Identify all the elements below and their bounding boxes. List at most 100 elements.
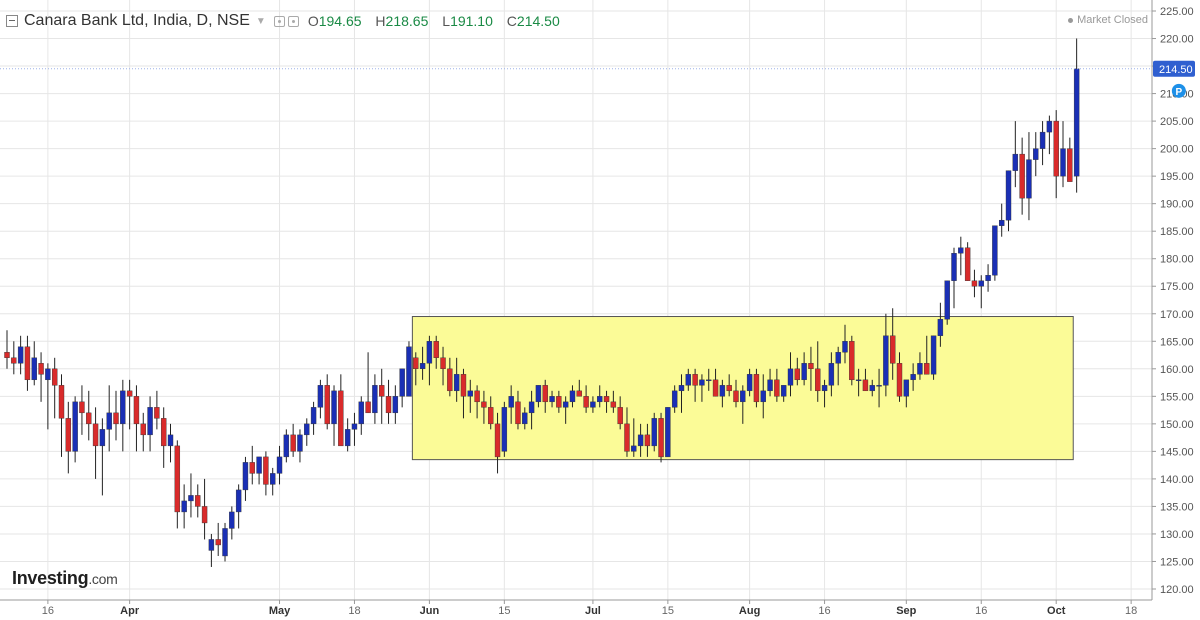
candle-body bbox=[889, 335, 896, 364]
candle-body bbox=[399, 368, 405, 397]
chevron-down-icon[interactable]: ▼ bbox=[255, 15, 266, 27]
price-axis[interactable]: 120.00 125.00 130.00 135.00 140.00 145.00 150.… bbox=[1151, 0, 1194, 600]
candle-body bbox=[665, 407, 671, 458]
candle-body bbox=[45, 368, 51, 381]
candle bbox=[883, 313, 889, 397]
candle bbox=[910, 363, 916, 391]
candle bbox=[413, 352, 419, 386]
candle-body bbox=[760, 390, 766, 403]
candle bbox=[351, 412, 358, 446]
candle-body bbox=[699, 379, 705, 386]
y-tick-label: 225.00 bbox=[1160, 6, 1194, 18]
low-label: L bbox=[442, 13, 451, 29]
x-tick-label: 18 bbox=[1125, 605, 1137, 617]
y-tick-label: 155.00 bbox=[1160, 391, 1194, 403]
candles bbox=[4, 38, 1080, 567]
candle bbox=[31, 341, 37, 386]
candle-body bbox=[992, 225, 998, 276]
x-tick-label: Oct bbox=[1047, 605, 1066, 617]
investing-logo: Investing.com bbox=[12, 568, 118, 589]
candle-body bbox=[576, 390, 582, 397]
candle-body bbox=[351, 423, 358, 430]
candle-body bbox=[930, 335, 937, 375]
candle bbox=[603, 390, 610, 413]
candle-body bbox=[631, 445, 637, 452]
candle-body bbox=[419, 363, 426, 370]
candle bbox=[917, 352, 923, 380]
y-tick-label: 135.00 bbox=[1160, 501, 1194, 513]
candle bbox=[855, 368, 862, 397]
candle-body bbox=[126, 390, 133, 397]
candle bbox=[235, 484, 242, 529]
candle-body bbox=[964, 247, 971, 281]
symbol-title[interactable]: Canara Bank Ltd, India, D, NSE bbox=[24, 12, 250, 29]
candle bbox=[392, 385, 399, 424]
x-tick-label: Sep bbox=[896, 605, 916, 617]
candle-body bbox=[706, 379, 712, 382]
candle-body bbox=[780, 385, 787, 397]
candle bbox=[17, 335, 24, 375]
candle bbox=[556, 390, 562, 413]
y-tick-label: 120.00 bbox=[1160, 584, 1194, 596]
candle-body bbox=[324, 385, 330, 425]
candle bbox=[379, 368, 385, 424]
candle-body bbox=[140, 423, 146, 436]
candle-body bbox=[488, 407, 494, 425]
candle-body bbox=[188, 495, 194, 502]
candle bbox=[971, 269, 978, 298]
candle-body bbox=[610, 401, 617, 408]
candle-body bbox=[392, 396, 399, 414]
candle bbox=[637, 423, 644, 457]
candle bbox=[344, 418, 351, 452]
candle bbox=[508, 385, 514, 424]
candle-body bbox=[569, 390, 576, 403]
candle-body bbox=[229, 511, 235, 529]
candle-body bbox=[562, 401, 569, 408]
candle-body bbox=[58, 385, 65, 419]
candle bbox=[45, 363, 51, 430]
y-tick-label: 150.00 bbox=[1160, 419, 1194, 431]
candle bbox=[617, 396, 623, 430]
candle bbox=[263, 451, 269, 496]
candle-body bbox=[133, 396, 140, 425]
candle bbox=[760, 374, 766, 419]
candle bbox=[835, 346, 841, 386]
candle bbox=[419, 346, 426, 380]
candle-body bbox=[746, 374, 753, 392]
candle bbox=[86, 390, 92, 441]
x-tick-label: 16 bbox=[975, 605, 987, 617]
candle bbox=[290, 423, 296, 457]
candle bbox=[712, 368, 719, 397]
candle-body bbox=[474, 390, 480, 403]
candle-body bbox=[549, 396, 555, 403]
collapse-icon[interactable] bbox=[6, 15, 18, 27]
candle-body bbox=[413, 357, 419, 370]
x-tick-label: 16 bbox=[42, 605, 54, 617]
candle-body bbox=[263, 456, 269, 485]
candle bbox=[140, 412, 146, 452]
settings-icon[interactable] bbox=[273, 15, 285, 27]
candle-body bbox=[862, 379, 869, 392]
candle bbox=[426, 335, 433, 386]
candle bbox=[38, 352, 44, 402]
last-price-label: 214.50 bbox=[1159, 64, 1193, 76]
x-tick-label: Apr bbox=[120, 605, 140, 617]
candle bbox=[869, 379, 875, 397]
candle-body bbox=[11, 357, 17, 364]
pivot-marker-icon[interactable]: P bbox=[1171, 83, 1186, 98]
candle bbox=[256, 456, 262, 485]
candle-body bbox=[883, 335, 889, 386]
y-tick-label: 190.00 bbox=[1160, 199, 1194, 211]
visibility-icon[interactable] bbox=[287, 15, 299, 27]
logo-suffix: .com bbox=[88, 571, 118, 587]
candle-body bbox=[249, 462, 255, 474]
candle bbox=[719, 379, 726, 408]
candle-body bbox=[1012, 153, 1019, 171]
ohlc-readout: O194.65 H218.65 L191.10 C214.50 bbox=[308, 13, 570, 29]
candle-body bbox=[222, 528, 228, 557]
x-tick-label: 15 bbox=[662, 605, 674, 617]
open-label: O bbox=[307, 13, 319, 29]
candle bbox=[338, 374, 344, 447]
